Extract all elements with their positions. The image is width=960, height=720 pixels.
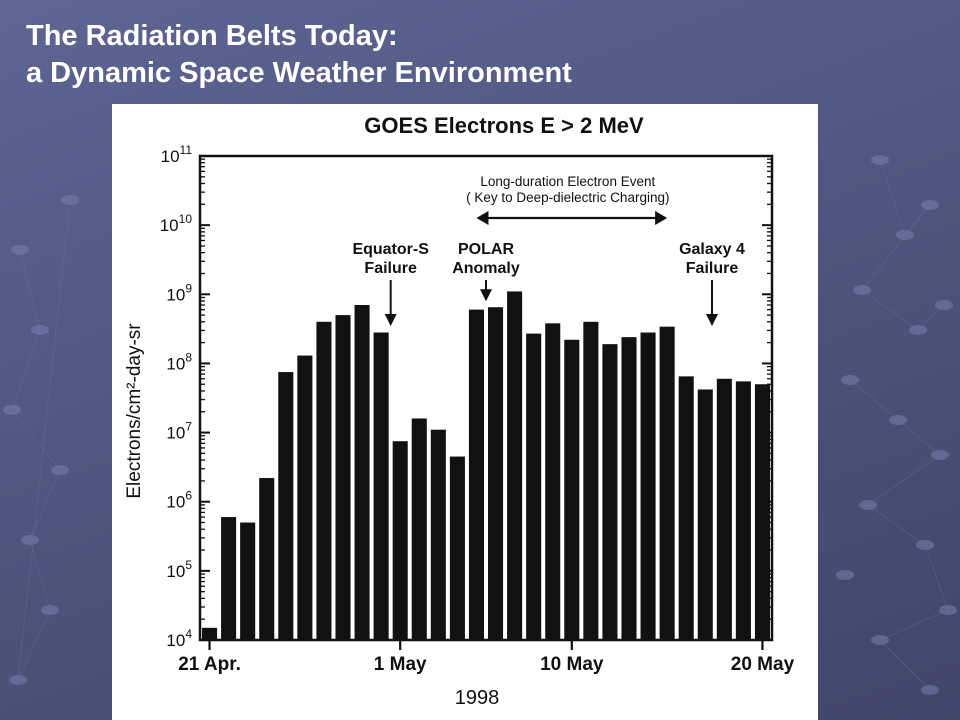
bar [640,332,656,640]
bar [716,378,732,640]
bar [602,344,618,640]
y-tick-label: 106 [166,489,192,512]
bar [430,429,446,640]
y-tick-label: 107 [166,420,192,443]
annotation-label: Galaxy 4 [679,241,745,258]
bar [564,339,580,640]
bar [678,376,694,640]
chart-title: GOES Electrons E > 2 MeV [364,113,644,138]
bar [373,332,389,640]
chart-figure: GOES Electrons E > 2 MeV Electrons/cm²-d… [112,104,818,720]
y-tick-label: 1010 [160,212,193,235]
y-tick-label: 1011 [161,143,193,166]
bar [507,291,523,640]
plot-frame [198,154,774,642]
bar [526,333,542,640]
bar [392,441,408,640]
slide-title: The Radiation Belts Today: a Dynamic Spa… [26,18,572,92]
bar [259,478,275,640]
bar-chart: GOES Electrons E > 2 MeV Electrons/cm²-d… [124,113,795,709]
annotation-label: Equator-S [352,241,429,258]
annotation-label: POLAR [458,241,514,258]
bar [221,517,237,640]
annotation-label: Failure [364,260,417,277]
bar [545,323,561,640]
bar [754,384,770,640]
annotation-arrow-head [706,314,718,326]
x-tick-label: 1 May [374,654,427,675]
annotation-label: Anomaly [452,260,520,277]
bar [735,381,751,640]
annotation-label: Failure [686,260,739,277]
bar [335,315,351,640]
y-tick-label: 108 [166,350,192,373]
y-axis-label: Electrons/cm²-day-sr [124,323,145,499]
annotation-arrow-head [476,211,489,225]
bar [659,326,675,640]
x-tick-label: 20 May [731,654,795,675]
y-tick-label: 104 [166,627,192,650]
x-axis-label: 1998 [455,687,500,709]
bar [316,321,332,640]
bar [297,355,313,640]
bar [240,522,256,640]
bar [621,337,637,640]
annotation-arrow-head [480,289,492,302]
bar [354,304,370,640]
bar [697,389,713,640]
bar [278,372,294,640]
y-tick-label: 105 [166,558,192,581]
bar [488,307,504,640]
bar [468,309,484,640]
y-tick-label: 109 [166,281,192,304]
annotation-arrow-head [384,314,397,326]
bar [411,418,427,640]
bar [449,456,465,640]
slide-title-line-2: a Dynamic Space Weather Environment [26,57,572,89]
bar [202,627,218,640]
bar [583,321,599,640]
annotation-label: Long-duration Electron Event [480,174,655,189]
slide-title-line-1: The Radiation Belts Today: [26,20,398,52]
x-tick-label: 21 Apr. [178,654,241,675]
annotation-label: ( Key to Deep-dielectric Charging) [466,190,669,205]
x-tick-label: 10 May [540,654,604,675]
annotation-arrow-head [655,211,668,225]
